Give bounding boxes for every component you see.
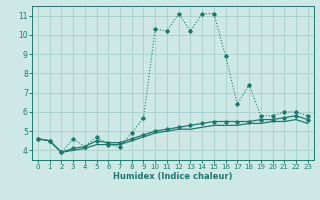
X-axis label: Humidex (Indice chaleur): Humidex (Indice chaleur) <box>113 172 233 181</box>
